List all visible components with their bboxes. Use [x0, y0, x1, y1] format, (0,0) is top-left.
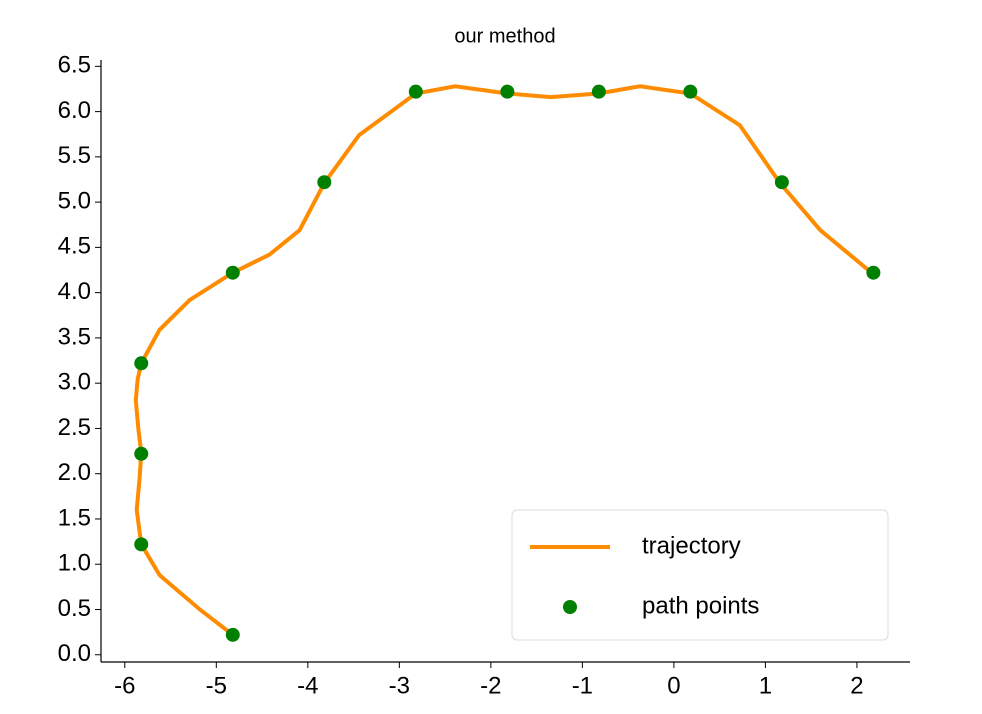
y-tick-label: 4.5 [58, 233, 91, 260]
x-tick-label: -5 [206, 672, 227, 699]
y-tick-label: 3.5 [58, 323, 91, 350]
legend-label: trajectory [642, 532, 741, 559]
y-tick-label: 6.0 [58, 97, 91, 124]
path-point [225, 265, 240, 280]
y-tick-label: 4.0 [58, 278, 91, 305]
path-point [134, 446, 149, 461]
x-tick-label: -3 [389, 672, 410, 699]
path-point [683, 84, 698, 99]
x-tick-label: -6 [114, 672, 135, 699]
x-tick-label: -4 [297, 672, 318, 699]
path-point [774, 175, 789, 190]
path-point [134, 356, 149, 371]
y-tick-label: 3.0 [58, 369, 91, 396]
path-point [317, 175, 332, 190]
x-tick-label: -2 [480, 672, 501, 699]
x-tick-label: -1 [572, 672, 593, 699]
legend-marker [563, 600, 577, 614]
chart-title: our method [454, 25, 555, 47]
x-tick-label: 1 [759, 672, 772, 699]
y-tick-label: 6.5 [58, 52, 91, 79]
y-tick-label: 0.0 [58, 640, 91, 667]
path-point [866, 265, 881, 280]
y-tick-label: 1.5 [58, 504, 91, 531]
y-tick-label: 1.0 [58, 550, 91, 577]
path-point [591, 84, 606, 99]
legend-label: path points [642, 592, 759, 619]
path-point [500, 84, 515, 99]
x-tick-label: 2 [850, 672, 863, 699]
y-tick-label: 2.5 [58, 414, 91, 441]
y-tick-label: 5.0 [58, 187, 91, 214]
path-point [408, 84, 423, 99]
path-point [225, 627, 240, 642]
legend-box [511, 509, 889, 641]
x-tick-label: 0 [667, 672, 680, 699]
path-point [134, 537, 149, 552]
trajectory-line [133, 84, 873, 637]
y-tick-label: 0.5 [58, 595, 91, 622]
y-tick-label: 2.0 [58, 459, 91, 486]
y-tick-label: 5.5 [58, 142, 91, 169]
